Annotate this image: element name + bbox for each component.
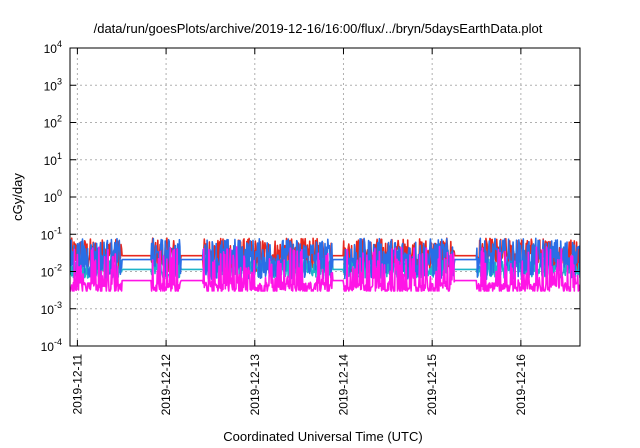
x-tick-label: 2019-12-12 [159,354,173,416]
plot-area [70,237,580,292]
x-tick-label: 2019-12-15 [425,354,439,416]
grid-lines [70,48,580,346]
y-axis: 10-4 10-3 10-2 10-1 100 101 102 103 104 [41,39,580,354]
x-tick-label: 2019-12-11 [70,354,84,415]
x-axis-label: Coordinated Universal Time (UTC) [223,429,422,444]
x-axis: 2019-12-11 2019-12-12 2019-12-13 2019-12-14… [70,48,528,416]
y-tick-label: 10-2 [41,263,62,280]
x-tick-label: 2019-12-14 [336,354,350,416]
y-tick-label: 100 [44,188,62,205]
x-tick-label: 2019-12-16 [514,354,528,416]
y-tick-label: 103 [44,76,62,93]
chart-title: /data/run/goesPlots/archive/2019-12-16/1… [94,21,543,36]
y-tick-label: 101 [44,151,62,168]
y-tick-label: 102 [44,114,62,131]
y-tick-label: 104 [44,39,62,56]
series-line [70,237,580,280]
series-line [70,245,580,292]
y-axis-label: cGy/day [10,173,25,221]
y-tick-label: 10-1 [41,225,62,242]
x-tick-label: 2019-12-13 [248,354,262,416]
y-tick-label: 10-4 [41,337,62,354]
y-tick-label: 10-3 [41,300,62,317]
